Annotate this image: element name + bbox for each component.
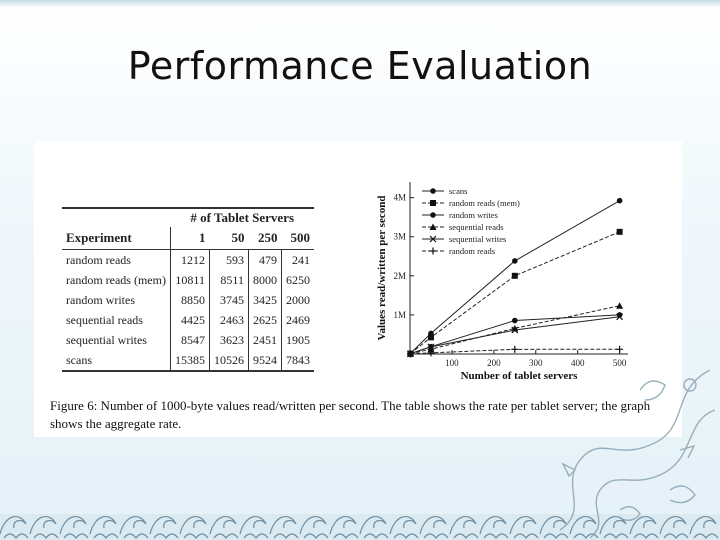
row-label: random writes (66, 292, 135, 307)
series-line-0 (410, 200, 620, 354)
table-cell: 2451 (247, 330, 282, 350)
table-cell: 8547 (169, 330, 210, 350)
data-point (616, 302, 624, 309)
table-cell: 4425 (169, 310, 210, 330)
legend-marker (429, 247, 437, 255)
legend-marker (430, 212, 436, 218)
table-row: random reads (mem) 10811 8511 8000 6250 (62, 270, 314, 290)
server-count-header: 1 (169, 227, 210, 250)
server-count-header: 50 (209, 227, 249, 250)
table-cell: 593 (208, 249, 249, 270)
data-point (616, 312, 623, 318)
table-cell: 7843 (280, 350, 314, 372)
data-point (512, 317, 518, 324)
x-tick-label: 100 (445, 358, 459, 368)
data-point (427, 349, 435, 357)
table-cell: 6250 (280, 270, 314, 290)
x-tick-label: 500 (613, 358, 627, 368)
table-cell: 10811 (169, 270, 210, 290)
data-point (512, 258, 518, 264)
table-row: scans 15385 10526 9524 7843 (62, 350, 314, 372)
table-cell: 9524 (247, 350, 282, 372)
table-cell: 479 (247, 249, 282, 270)
data-point (511, 326, 519, 334)
data-point (427, 343, 435, 351)
throughput-line-chart: 1M 2M 3M 4M 100 200 300 400 500 Number of tablet … (376, 182, 628, 382)
dragon-decoration (559, 369, 716, 539)
table-cell: 1905 (280, 330, 314, 350)
series-line-5 (410, 348, 620, 355)
table-cell: 2625 (247, 310, 282, 330)
legend-label: sequential writes (449, 234, 506, 244)
row-label: random reads (mem) (66, 272, 166, 287)
data-point (616, 197, 623, 204)
data-point (427, 334, 434, 341)
wave-border-decoration (0, 514, 720, 540)
y-axis-label: Values read/written per second (376, 196, 388, 341)
table-row: random writes 8850 3745 3425 2000 (62, 290, 314, 310)
y-tick-label: 3M (393, 232, 406, 242)
table-cell: 10526 (208, 350, 249, 372)
table-cell: 2469 (280, 310, 314, 330)
table-cell: 8850 (169, 290, 210, 310)
legend-marker (430, 188, 436, 194)
row-label: sequential reads (66, 312, 143, 327)
series-line-4 (410, 316, 620, 355)
y-tick-label: 4M (393, 193, 406, 203)
table-cell: 3425 (247, 290, 282, 310)
table-cell: 3623 (208, 330, 249, 350)
row-label: random reads (66, 252, 131, 267)
experiment-header: Experiment (62, 227, 171, 250)
results-table: # of Tablet Servers Experiment 1 50 250 … (62, 207, 314, 372)
legend-marker (430, 200, 436, 206)
data-point (511, 272, 518, 279)
legend-label: random reads (449, 246, 495, 256)
table-cell: 2463 (208, 310, 249, 330)
data-point (406, 350, 414, 358)
server-count-header: 500 (281, 227, 314, 250)
table-cell: 1212 (169, 249, 210, 270)
data-point (616, 313, 624, 321)
table-cell: 3745 (208, 290, 249, 310)
x-tick-label: 400 (571, 358, 585, 368)
server-count-header: 250 (248, 227, 282, 250)
group-header: # of Tablet Servers (170, 207, 314, 227)
table-cell: 2000 (280, 290, 314, 310)
data-point (427, 345, 435, 353)
legend-label: sequential reads (449, 222, 504, 232)
row-label: sequential writes (66, 332, 147, 347)
table-cell: 241 (280, 249, 314, 270)
legend-label: scans (449, 186, 467, 196)
data-point (616, 228, 623, 235)
legend-label: random reads (mem) (449, 198, 520, 208)
y-tick-label: 2M (393, 271, 406, 281)
slide-title: Performance Evaluation (127, 44, 593, 88)
table-row: sequential writes 8547 3623 2451 1905 (62, 330, 314, 350)
x-axis-label: Number of tablet servers (461, 370, 579, 382)
row-label: scans (62, 350, 171, 372)
table-row: sequential reads 4425 2463 2625 2469 (62, 310, 314, 330)
series-line-1 (410, 231, 620, 354)
data-point (616, 345, 624, 353)
table-row: random reads 1212 593 479 241 (62, 249, 314, 270)
x-tick-label: 200 (487, 358, 501, 368)
x-tick-label: 300 (529, 358, 543, 368)
legend-marker (429, 223, 437, 230)
table-cell: 15385 (169, 350, 210, 372)
figure-caption: Figure 6: Number of 1000-byte values rea… (50, 398, 651, 431)
y-tick-label: 1M (393, 310, 406, 320)
figure-panel: # of Tablet Servers Experiment 1 50 250 … (34, 141, 682, 437)
data-point (511, 345, 519, 353)
legend-marker (429, 235, 437, 243)
table-cell: 8511 (208, 270, 249, 290)
table-cell: 8000 (247, 270, 282, 290)
legend-label: random writes (449, 210, 498, 220)
top-strip (0, 0, 720, 8)
